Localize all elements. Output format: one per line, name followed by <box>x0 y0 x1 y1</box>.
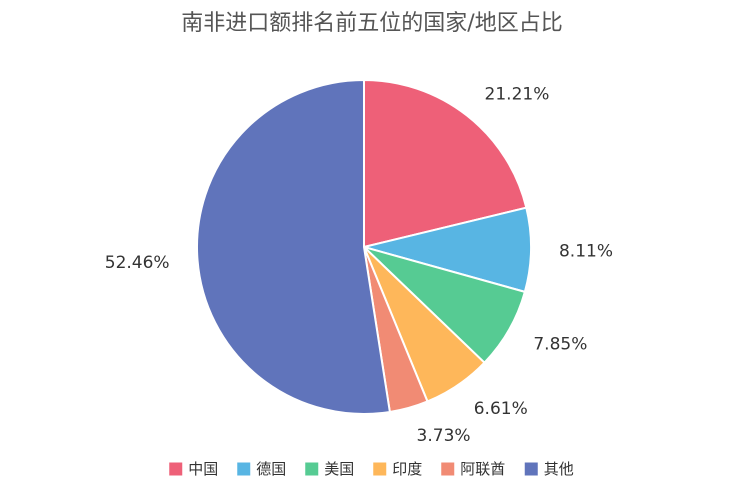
legend-swatch-5 <box>441 462 455 476</box>
legend-swatch-2 <box>237 462 251 476</box>
pie-slice-6 <box>196 78 392 415</box>
pie-slices <box>196 78 532 415</box>
legend-swatch-1 <box>169 462 183 476</box>
legend-label-2: 德国 <box>256 460 286 478</box>
pie-slice-1 <box>363 78 528 249</box>
legend-label-3: 美国 <box>324 460 354 478</box>
legend: 中国 德国 美国 印度 阿联酋 其他 <box>169 460 574 478</box>
slice-label-6: 52.46% <box>105 253 170 273</box>
legend-swatch-6 <box>524 462 538 476</box>
legend-label-6: 其他 <box>544 460 574 478</box>
pie-labels: 21.21% 8.11% 7.85% 6.61%3.73% 52.46% <box>105 85 613 446</box>
slice-label-5: 3.73% <box>417 426 471 446</box>
slice-label-2: 8.11% <box>559 241 613 261</box>
slice-label-3: 7.85% <box>533 335 587 355</box>
legend-label-5: 阿联酋 <box>460 460 505 478</box>
legend-swatch-4 <box>373 462 387 476</box>
legend-swatch-3 <box>305 462 319 476</box>
legend-label-1: 中国 <box>188 460 218 478</box>
slice-label-1: 21.21% <box>485 85 550 105</box>
slice-label-4: 6.61% <box>474 399 528 419</box>
legend-label-4: 印度 <box>392 460 422 478</box>
chart-title: 南非进口额排名前五位的国家/地区占比 <box>181 11 562 36</box>
